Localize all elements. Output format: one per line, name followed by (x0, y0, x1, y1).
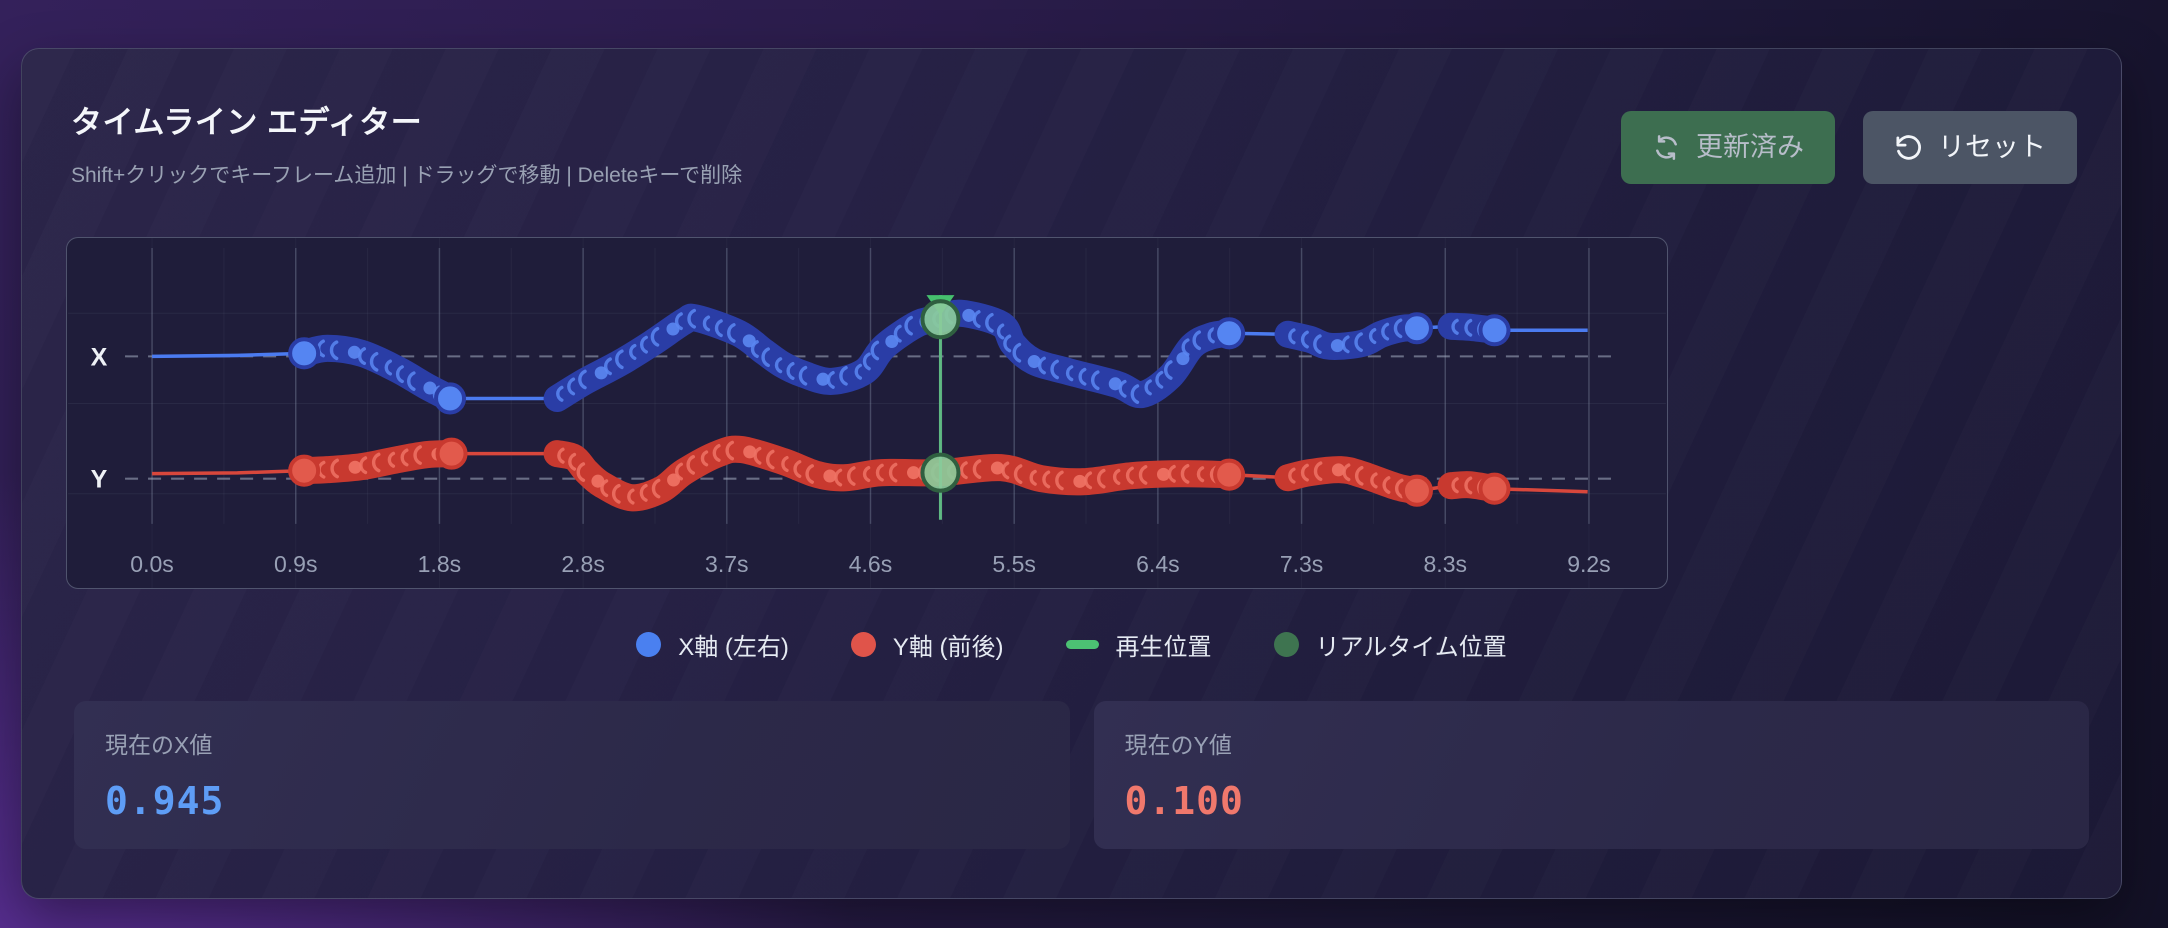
keyframe-dot (288, 454, 321, 487)
legend-item-x-axis: X軸 (左右) (636, 627, 789, 662)
svg-text:4.6s: 4.6s (849, 551, 892, 577)
svg-text:3.7s: 3.7s (705, 551, 748, 577)
realtime-swatch-icon (1273, 632, 1299, 657)
keyframe-dot (1478, 314, 1511, 347)
timeline-chart-panel: 0.0s 0.9s 1.8s 2.8s 3.7s 4.6s 5.5s 6.4s 7.3s 8.3s… (66, 237, 1668, 589)
playhead-swatch-icon (1065, 640, 1099, 649)
svg-text:1.8s: 1.8s (418, 551, 461, 577)
reset-button-label: リセット (1938, 132, 2046, 162)
keyframe-dot (1213, 317, 1246, 350)
time-tick-labels: 0.0s 0.9s 1.8s 2.8s 3.7s 4.6s 5.5s 6.4s 7.3s 8.3s… (130, 551, 1610, 577)
timeline-editor-card: タイムライン エディター Shift+クリックでキーフレーム追加 | ドラッグで… (21, 48, 2122, 899)
keyframe-dot (288, 337, 321, 370)
current-x-panel: 現在のX値 0.945 (74, 701, 1070, 849)
time-gridlines (151, 238, 1590, 588)
legend-label: リアルタイム位置 (1315, 634, 1507, 661)
keyframe-dot (434, 382, 467, 415)
svg-text:6.4s: 6.4s (1136, 551, 1179, 577)
current-values-row: 現在のX値 0.945 現在のY値 0.100 (74, 701, 2089, 849)
legend-item-y-axis: Y軸 (前後) (850, 627, 1004, 662)
legend-label: Y軸 (前後) (892, 634, 1004, 661)
keyframe-dot (1400, 474, 1433, 507)
svg-text:7.3s: 7.3s (1280, 551, 1323, 577)
reset-button[interactable]: リセット (1863, 111, 2077, 184)
legend-label: 再生位置 (1115, 634, 1212, 661)
keyframe-dot (1213, 458, 1246, 491)
updated-button-label: 更新済み (1696, 132, 1804, 162)
x-axis-swatch-icon (636, 632, 662, 657)
header-buttons: 更新済み リセット (1621, 111, 2077, 184)
keyframe-dot (1400, 312, 1433, 345)
page-subtitle: Shift+クリックでキーフレーム追加 | ドラッグで移動 | Deleteキー… (71, 164, 743, 187)
card-header: タイムライン エディター Shift+クリックでキーフレーム追加 | ドラッグで… (71, 97, 2077, 189)
realtime-dot-x (920, 299, 961, 340)
svg-text:2.8s: 2.8s (561, 551, 604, 577)
current-x-value: 0.945 (105, 779, 225, 823)
series-x[interactable] (152, 299, 1588, 415)
heading-block: タイムライン エディター Shift+クリックでキーフレーム追加 | ドラッグで… (71, 97, 742, 189)
svg-text:0.9s: 0.9s (274, 551, 317, 577)
svg-text:X: X (91, 343, 108, 371)
svg-text:8.3s: 8.3s (1424, 551, 1467, 577)
sync-icon (1652, 133, 1681, 162)
playhead[interactable] (920, 295, 961, 520)
realtime-dot-y (920, 452, 961, 493)
page-title: タイムライン エディター (71, 105, 423, 140)
undo-icon (1894, 133, 1923, 162)
keyframe-dot (1478, 472, 1511, 505)
legend-item-playhead: 再生位置 (1065, 627, 1212, 662)
svg-text:5.5s: 5.5s (992, 551, 1035, 577)
chart-legend: X軸 (左右) Y軸 (前後) 再生位置 リアルタイム位置 (22, 627, 2121, 662)
current-x-label: 現在のX値 (105, 732, 213, 758)
svg-text:Y: Y (91, 466, 108, 494)
series-y[interactable] (152, 435, 1588, 512)
legend-item-realtime: リアルタイム位置 (1273, 627, 1507, 662)
y-axis-swatch-icon (850, 632, 876, 657)
timeline-chart[interactable]: 0.0s 0.9s 1.8s 2.8s 3.7s 4.6s 5.5s 6.4s 7.3s 8.3s… (67, 238, 1667, 588)
current-y-value: 0.100 (1124, 779, 1244, 823)
track-labels: XY (91, 343, 108, 493)
keyframe-dot (435, 437, 468, 470)
current-y-panel: 現在のY値 0.100 (1093, 701, 2089, 849)
updated-button[interactable]: 更新済み (1621, 111, 1835, 184)
svg-text:0.0s: 0.0s (130, 551, 173, 577)
svg-text:9.2s: 9.2s (1567, 551, 1610, 577)
legend-label: X軸 (左右) (678, 634, 789, 661)
current-y-label: 現在のY値 (1124, 732, 1232, 758)
